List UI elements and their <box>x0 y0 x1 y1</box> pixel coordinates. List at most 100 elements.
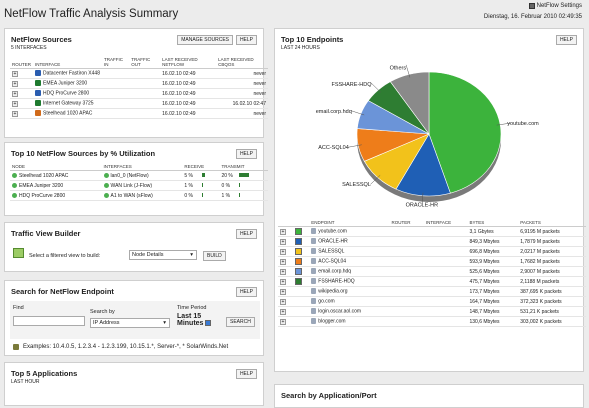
router-name[interactable]: Internet Gateway 3725 <box>33 98 102 109</box>
endpoint-name: youtube.com <box>318 228 347 235</box>
table-row[interactable]: + login.oscar.aol.com 148,7 Mbytes 531,21 K… <box>278 306 586 317</box>
search-button[interactable]: SEARCH <box>226 317 255 327</box>
interface-cell[interactable]: lan0_0 (NetFlow) <box>101 170 183 181</box>
router-name[interactable]: HDQ ProCurve 2800 <box>33 88 102 99</box>
bytes-cell: 525,6 Mbytes <box>467 266 519 277</box>
expand-icon[interactable]: + <box>12 80 18 87</box>
endpoints-help-button[interactable]: HELP <box>555 35 577 45</box>
table-row[interactable]: + Datacenter Fastiron X448 16.02.10 02:49 n… <box>10 68 268 79</box>
router-name[interactable]: Steelhead 1020 APAC <box>33 108 102 119</box>
table-row[interactable]: + go.com 164,7 Mbytes 372,323 K packets <box>278 296 586 307</box>
table-row[interactable]: HDQ ProCurve 2800 A1 to WAN (sFlow) 0 % 1 % <box>10 190 268 201</box>
builder-help-button[interactable]: HELP <box>235 229 257 239</box>
traffic-out <box>129 88 161 99</box>
endpoint-cell[interactable]: ORACLE-HR <box>309 236 390 247</box>
expand-icon[interactable]: + <box>12 100 18 107</box>
node-cell[interactable]: EMEA Juniper 3200 <box>10 180 102 191</box>
endpoint-name: blogger.com <box>318 318 346 325</box>
node-cell[interactable]: HDQ ProCurve 2800 <box>10 190 102 201</box>
bytes-cell: 849,3 Mbytes <box>467 236 519 247</box>
table-row[interactable]: + wikipedia.org 173,7 Mbytes 387,695 K pack… <box>278 286 586 297</box>
find-input[interactable] <box>13 316 85 326</box>
endpoint-cell[interactable]: blogger.com <box>309 316 390 327</box>
pie-label: ACC-SQL04 <box>318 145 349 151</box>
router-name[interactable]: Datacenter Fastiron X448 <box>33 68 102 79</box>
expand-icon[interactable]: + <box>280 308 286 315</box>
endpoint-cell[interactable]: go.com <box>309 296 390 307</box>
expand-icon[interactable]: + <box>280 248 286 255</box>
node-name: Steelhead 1020 APAC <box>19 172 69 179</box>
table-row[interactable]: + youtube.com 3,1 Gbytes 6,9195 M packets <box>278 226 586 237</box>
expand-icon[interactable]: + <box>280 288 286 295</box>
table-row[interactable]: + SALESSQL 696,8 Mbytes 2,0217 M packets <box>278 246 586 257</box>
endpoint-cell[interactable]: wikipedia.org <box>309 286 390 297</box>
build-button[interactable]: BUILD <box>203 251 226 261</box>
endpoint-cell[interactable]: login.oscar.aol.com <box>309 306 390 317</box>
expand-icon[interactable]: + <box>12 110 18 117</box>
expand-icon[interactable]: + <box>280 228 286 235</box>
receive-value: 1 % <box>184 182 193 189</box>
table-row[interactable]: EMEA Juniper 3200 WAN Link (J-Flow) 1 % 0 % <box>10 180 268 191</box>
interface-cell <box>423 246 468 257</box>
expand-icon[interactable]: + <box>12 70 18 77</box>
traffic-in <box>101 88 130 99</box>
current-datetime: Dienstag, 16. Februar 2010 02:49:35 <box>483 14 582 20</box>
table-row[interactable]: + EMEA Juniper 3200 16.02.10 02:49 never <box>10 78 268 89</box>
traffic-out <box>129 98 161 109</box>
router-name[interactable]: EMEA Juniper 3200 <box>33 78 102 89</box>
receive-bar <box>202 173 205 178</box>
table-row[interactable]: + FSSHARE-HDQ 475,7 Mbytes 2,1188 M packets <box>278 276 586 287</box>
table-row[interactable]: Steelhead 1020 APAC lan0_0 (NetFlow) 5 % 20… <box>10 170 268 181</box>
endpoint-cell[interactable]: FSSHARE-HDQ <box>309 276 390 287</box>
searchby-select[interactable]: IP Address ▾ <box>90 318 170 328</box>
view-type-select[interactable]: Node Details ▾ <box>129 250 197 260</box>
expand-cell: + <box>10 78 33 89</box>
endpoint-name: ACC-SQL04 <box>318 258 347 265</box>
expand-icon[interactable]: + <box>280 238 286 245</box>
expand-cell: + <box>278 236 293 247</box>
column-header: TRAFFIC OUT <box>129 56 161 69</box>
netflow-settings-link[interactable]: NetFlow Settings <box>528 3 582 9</box>
table-row[interactable]: + ORACLE-HR 849,3 Mbytes 1,7879 M packets <box>278 236 586 247</box>
endpoint-cell[interactable]: email.corp.hdq <box>309 266 390 277</box>
apps-help-button[interactable]: HELP <box>235 369 257 379</box>
endpoint-cell[interactable]: youtube.com <box>309 226 390 237</box>
manage-sources-button[interactable]: MANAGE SOURCES <box>177 35 233 45</box>
table-row[interactable]: + blogger.com 130,6 Mbytes 303,002 K packet… <box>278 316 586 327</box>
period-label: Time Period <box>177 305 207 311</box>
expand-icon[interactable]: + <box>280 318 286 325</box>
period-select[interactable]: Last 15 Minutes <box>177 313 215 327</box>
top10-help-button[interactable]: HELP <box>235 149 257 159</box>
packets-cell: 372,323 K packets <box>518 296 586 307</box>
table-row[interactable]: + email.corp.hdq 525,6 Mbytes 2,9007 M pack… <box>278 266 586 277</box>
color-cell <box>292 256 310 267</box>
table-row[interactable]: + HDQ ProCurve 2800 16.02.10 02:49 never <box>10 88 268 99</box>
lightbulb-icon <box>13 344 19 350</box>
status-up-icon <box>12 192 17 198</box>
receive-cell: 5 % <box>182 170 220 181</box>
table-row[interactable]: + ACC-SQL04 593,9 Mbytes 1,7682 M packets <box>278 256 586 267</box>
expand-header <box>278 219 293 227</box>
router-icon <box>35 80 41 87</box>
table-row[interactable]: + Steelhead 1020 APAC 16.02.10 02:49 never <box>10 108 268 119</box>
column-header: ENDPOINT <box>309 219 390 227</box>
interface-cell[interactable]: A1 to WAN (sFlow) <box>101 190 183 201</box>
search-help-button[interactable]: HELP <box>235 287 257 297</box>
table-row[interactable]: + Internet Gateway 3725 16.02.10 02:49 16.0… <box>10 98 268 109</box>
bytes-cell: 130,6 Mbytes <box>467 316 519 327</box>
expand-icon[interactable]: + <box>280 298 286 305</box>
endpoint-cell[interactable]: SALESSQL <box>309 246 390 257</box>
expand-icon[interactable]: + <box>280 268 286 275</box>
endpoints-subtitle: LAST 24 HOURS <box>281 45 320 51</box>
expand-icon[interactable]: + <box>280 258 286 265</box>
pie-label-leader <box>421 192 424 206</box>
expand-icon[interactable]: + <box>12 90 18 97</box>
expand-cell: + <box>10 108 33 119</box>
bytes-cell: 173,7 Mbytes <box>467 286 519 297</box>
expand-icon[interactable]: + <box>280 278 286 285</box>
interface-cell[interactable]: WAN Link (J-Flow) <box>101 180 183 191</box>
node-cell[interactable]: Steelhead 1020 APAC <box>10 170 102 181</box>
sources-help-button[interactable]: HELP <box>235 35 257 45</box>
packets-cell: 2,1188 M packets <box>518 276 586 287</box>
endpoint-cell[interactable]: ACC-SQL04 <box>309 256 390 267</box>
